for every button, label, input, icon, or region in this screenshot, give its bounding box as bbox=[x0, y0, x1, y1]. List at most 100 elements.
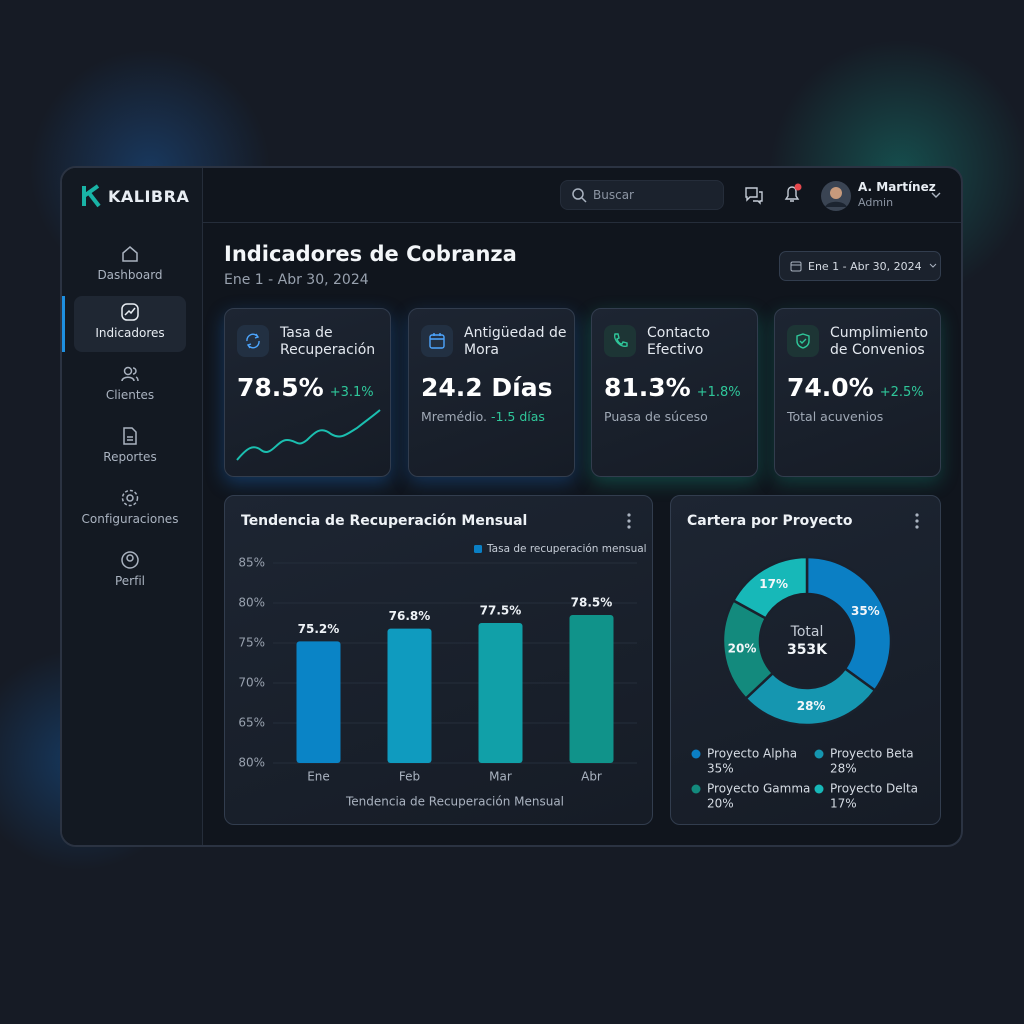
icon bbox=[121, 303, 139, 321]
donut-segment bbox=[743, 666, 877, 727]
legend-marker bbox=[814, 749, 824, 759]
legend-value: 20% bbox=[707, 797, 734, 811]
bar-value-label: 77.5% bbox=[480, 604, 522, 618]
kpi-label: Antigüedad de Mora bbox=[464, 325, 567, 358]
bar bbox=[387, 628, 432, 763]
bar-value-label: 75.2% bbox=[298, 622, 340, 636]
kpi-number: 74.0% bbox=[787, 373, 874, 402]
nav-item[interactable]: Reportes bbox=[74, 420, 186, 476]
donut-segment bbox=[731, 555, 809, 621]
kpi-number: 81.3% bbox=[604, 373, 691, 402]
kpi-icon bbox=[237, 325, 269, 357]
chat-icon[interactable] bbox=[744, 185, 764, 205]
chart-title: Tendencia de Recuperación Mensual bbox=[241, 513, 527, 529]
legend-marker bbox=[814, 784, 824, 794]
date-range-picker[interactable]: Ene 1 - Abr 30, 2024 bbox=[779, 251, 941, 281]
nav-item[interactable]: Clientes bbox=[74, 358, 186, 414]
y-tick-label: 65% bbox=[238, 716, 265, 730]
notification-icon[interactable] bbox=[782, 182, 804, 206]
x-tick-label: Feb bbox=[399, 770, 420, 784]
page-title: Indicadores de Cobranza bbox=[224, 242, 517, 266]
nav-item[interactable]: Perfil bbox=[74, 544, 186, 600]
bar-value-label: 78.5% bbox=[571, 596, 613, 610]
kpi-value: 74.0% +2.5% bbox=[787, 373, 924, 402]
legend-value: 17% bbox=[830, 797, 857, 811]
segment-label: 35% bbox=[851, 604, 880, 618]
top-bar: Buscar A. Martínez Admin bbox=[202, 168, 961, 223]
chevron[interactable] bbox=[930, 190, 942, 200]
y-tick-label: 70% bbox=[238, 676, 265, 690]
bar bbox=[569, 615, 614, 763]
kpi-change: -1.5 días bbox=[491, 409, 545, 424]
kpi-value: 24.2 Días bbox=[421, 373, 553, 402]
legend-label: Tasa de recuperación mensual bbox=[486, 543, 647, 555]
donut-segment bbox=[805, 555, 893, 693]
legend-label: Proyecto Alpha bbox=[707, 747, 797, 761]
nav-label: Reportes bbox=[103, 450, 157, 464]
kpi-card: Contacto Efectivo 81.3% +1.8% Puasa de sú… bbox=[591, 308, 758, 477]
segment-label: 17% bbox=[759, 577, 788, 591]
app-window: KALIBRA Dashboard Indicadores Clientes R… bbox=[60, 166, 963, 847]
nav-item[interactable]: Dashboard bbox=[74, 238, 186, 294]
bar bbox=[478, 623, 523, 763]
kpi-icon bbox=[787, 325, 819, 357]
x-tick-label: Abr bbox=[581, 770, 602, 784]
kpi-icon bbox=[421, 325, 453, 357]
menu-icon[interactable] bbox=[915, 513, 919, 529]
kpi-note: Total acuvenios bbox=[787, 409, 884, 424]
search-icon bbox=[572, 188, 587, 203]
legend-value: 35% bbox=[707, 762, 734, 776]
brand-name: KALIBRA bbox=[108, 186, 190, 206]
legend-marker bbox=[691, 784, 701, 794]
x-tick-label: Ene bbox=[307, 770, 330, 784]
user-role: Admin bbox=[858, 196, 894, 209]
active-indicator bbox=[62, 296, 65, 352]
bar bbox=[296, 641, 341, 763]
kpi-label: Contacto Efectivo bbox=[647, 325, 711, 358]
legend-value: 28% bbox=[830, 762, 857, 776]
nav-label: Clientes bbox=[105, 388, 155, 402]
y-tick-label: 75% bbox=[238, 636, 265, 650]
calendar-icon bbox=[790, 261, 802, 272]
kpi-card: Tasa de Recuperación 78.5% +3.1% bbox=[224, 308, 391, 477]
kpi-value: 78.5% +3.1% bbox=[237, 373, 374, 402]
user-name: A. Martínez bbox=[858, 180, 936, 194]
chevron bbox=[929, 263, 937, 268]
kpi-change: +2.5% bbox=[879, 385, 924, 400]
segment-label: 28% bbox=[797, 699, 826, 713]
sparkline bbox=[236, 409, 381, 461]
sidebar: KALIBRA Dashboard Indicadores Clientes R… bbox=[62, 168, 203, 845]
nav-item[interactable]: Indicadores bbox=[74, 296, 186, 352]
legend-label: Proyecto Gamma bbox=[707, 782, 810, 796]
nav-label: Indicadores bbox=[95, 326, 165, 340]
avatar[interactable] bbox=[820, 180, 852, 212]
center-value: 353K bbox=[787, 642, 828, 658]
kpi-label: Cumplimiento de Convenios bbox=[830, 325, 929, 358]
kpi-note: Puasa de súceso bbox=[604, 409, 708, 424]
legend-marker bbox=[691, 749, 701, 759]
menu-icon[interactable] bbox=[627, 513, 631, 529]
search-placeholder: Buscar bbox=[593, 188, 634, 202]
kpi-note-text: Mremédio. bbox=[421, 409, 488, 424]
icon bbox=[121, 489, 139, 507]
legend-label: Proyecto Beta bbox=[830, 747, 914, 761]
kpi-change: +3.1% bbox=[329, 385, 374, 400]
legend-swatch bbox=[474, 545, 482, 553]
x-tick-label: Mar bbox=[489, 770, 512, 784]
y-tick-label: 85% bbox=[238, 556, 265, 570]
logo bbox=[82, 184, 101, 208]
icon bbox=[121, 366, 139, 382]
donut-chart: Cartera por Proyecto 35%Proyecto Alpha35… bbox=[687, 513, 919, 811]
search-box[interactable]: Buscar bbox=[560, 180, 724, 210]
y-tick-label: 80% bbox=[238, 596, 265, 610]
brand: KALIBRA bbox=[82, 184, 189, 208]
page-subtitle: Ene 1 - Abr 30, 2024 bbox=[224, 272, 369, 288]
nav-item[interactable]: Configuraciones bbox=[74, 482, 186, 538]
y-tick-label: 80% bbox=[238, 756, 265, 770]
nav-label: Dashboard bbox=[97, 268, 163, 282]
kpi-card: Cumplimiento de Convenios 74.0% +2.5% Tot… bbox=[774, 308, 941, 477]
center-label: Total bbox=[790, 624, 824, 640]
icon bbox=[122, 246, 138, 262]
kpi-icon bbox=[604, 325, 636, 357]
